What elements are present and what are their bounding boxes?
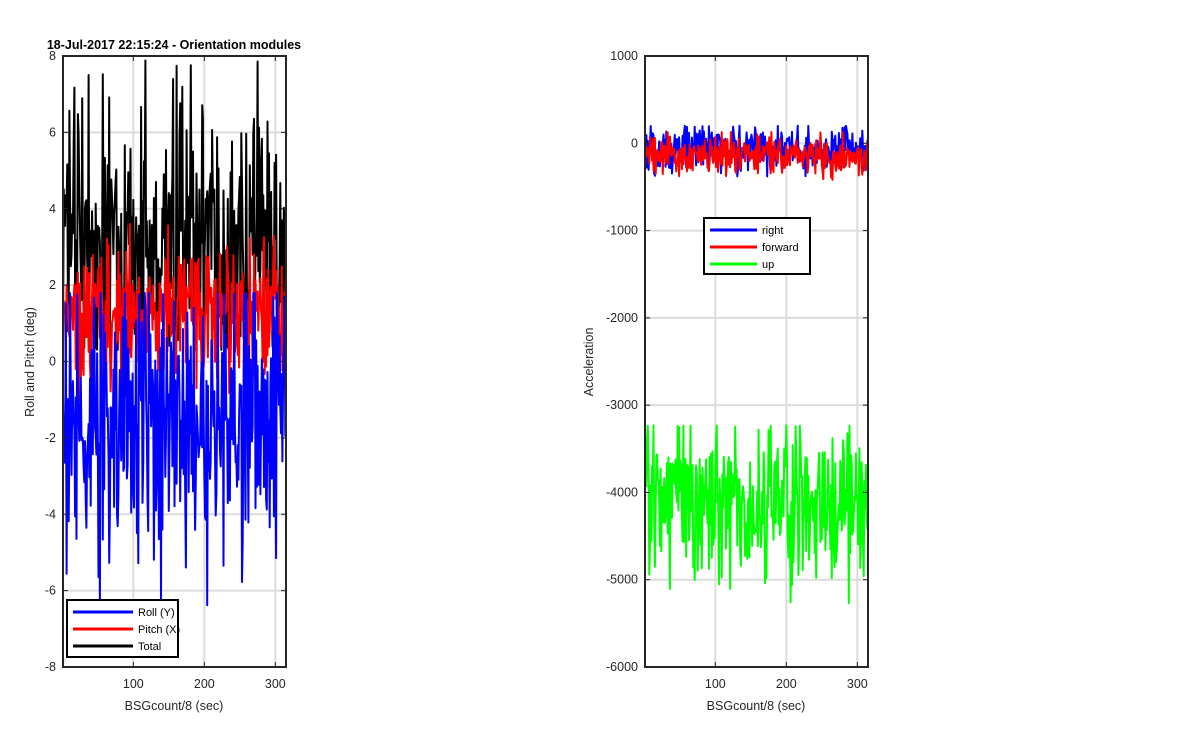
left-y-tick-label: 6 (49, 125, 56, 139)
left-y-tick-label: -6 (45, 584, 56, 598)
right-y-tick-label: -3000 (606, 398, 638, 412)
right-series-line-forward (644, 130, 869, 181)
left-plot-y-axis-label: Roll and Pitch (deg) (23, 307, 37, 417)
right-x-tick-label: 200 (776, 677, 797, 691)
left-plot: 100 200 300 -8 -6 -4 -2 0 2 4 6 8 18-Jul-2017 22:15… (23, 38, 301, 713)
left-plot-title: 18-Jul-2017 22:15:24 - Orientation modul… (47, 38, 301, 52)
legend-label-up: up (762, 259, 774, 271)
right-y-tick-label: -5000 (606, 573, 638, 587)
right-plot: 100 200 300 -6000 -5000 -4000 -3000 -2000 -1000 0… (582, 49, 869, 713)
legend-label-pitch: Pitch (X) (138, 624, 180, 636)
right-plot-frame (644, 55, 869, 668)
left-x-tick-label: 300 (265, 677, 286, 691)
right-series-line-up (644, 424, 869, 605)
left-y-tick-label: 2 (49, 278, 56, 292)
left-y-tick-label: 4 (49, 202, 56, 216)
left-y-tick-label: 0 (49, 355, 56, 369)
right-plot-y-axis-label: Acceleration (582, 328, 596, 397)
right-y-tick-label: 0 (631, 136, 638, 150)
left-y-tick-label: -8 (45, 660, 56, 674)
right-y-tick-label: -6000 (606, 660, 638, 674)
right-y-tick-label: -4000 (606, 485, 638, 499)
right-x-tick-label: 100 (705, 677, 726, 691)
right-plot-ticks: 100 200 300 -6000 -5000 -4000 -3000 -2000 -1000 0… (606, 49, 868, 691)
legend-label-forward: forward (762, 242, 799, 254)
right-x-tick-label: 300 (847, 677, 868, 691)
right-plot-series (644, 124, 869, 605)
left-y-tick-label: 8 (49, 49, 56, 63)
left-x-tick-label: 200 (194, 677, 215, 691)
left-y-tick-label: -4 (45, 507, 56, 521)
right-plot-legend: right forward up (703, 217, 811, 275)
legend-label-right: right (762, 225, 783, 237)
left-plot-x-axis-label: BSGcount/8 (sec) (125, 699, 224, 713)
left-x-tick-label: 100 (123, 677, 144, 691)
legend-label-roll: Roll (Y) (138, 607, 175, 619)
right-y-tick-label: -1000 (606, 224, 638, 238)
left-plot-ticks: 100 200 300 -8 -6 -4 -2 0 2 4 6 8 (45, 49, 286, 691)
left-series-line-roll-y (62, 291, 287, 607)
left-plot-series (62, 59, 287, 607)
right-plot-x-axis-label: BSGcount/8 (sec) (707, 699, 806, 713)
right-y-tick-label: 1000 (610, 49, 638, 63)
legend-label-total: Total (138, 641, 161, 653)
left-plot-legend: Roll (Y) Pitch (X) Total (66, 599, 180, 658)
right-y-tick-label: -2000 (606, 311, 638, 325)
left-y-tick-label: -2 (45, 431, 56, 445)
